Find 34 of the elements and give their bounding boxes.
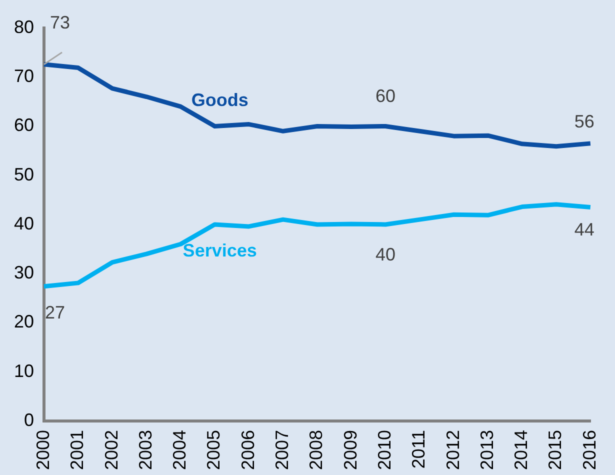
x-tick-label: 2016 [579, 430, 600, 470]
y-tick-label: 20 [14, 312, 34, 332]
x-tick-label: 2007 [272, 430, 292, 470]
y-tick-label: 10 [14, 360, 34, 381]
data-label: 60 [375, 86, 396, 106]
data-label: 56 [574, 111, 594, 132]
y-tick-label: 60 [14, 115, 34, 136]
x-tick-label: 2012 [442, 430, 463, 470]
x-tick-label: 2014 [511, 430, 532, 470]
x-tick-label: 2005 [204, 430, 224, 470]
y-tick-label: 40 [14, 213, 34, 234]
data-label: 40 [375, 244, 396, 264]
data-label: 44 [574, 219, 594, 240]
x-tick-label: 2006 [238, 430, 258, 470]
data-label: 27 [45, 302, 66, 322]
x-tick-label: 2009 [340, 430, 360, 470]
y-tick-label: 0 [24, 410, 34, 430]
y-tick-label: 30 [14, 262, 34, 283]
x-tick-label: 2008 [306, 430, 326, 470]
y-tick-label: 50 [14, 164, 34, 184]
x-tick-label: 2010 [374, 430, 394, 470]
series-label: Goods [191, 90, 248, 110]
x-tick-label: 2000 [32, 430, 53, 470]
x-tick-label: 2002 [101, 430, 122, 470]
x-tick-label: 2004 [170, 430, 190, 470]
x-tick-label: 2011 [408, 430, 429, 469]
x-tick-label: 2013 [476, 430, 497, 470]
y-tick-label: 70 [14, 66, 34, 86]
data-label: 73 [50, 12, 70, 32]
x-tick-label: 2003 [135, 430, 156, 470]
y-tick-label: 80 [14, 16, 34, 37]
x-tick-label: 2001 [67, 430, 88, 470]
series-label: Services [182, 240, 257, 260]
x-tick-label: 2015 [545, 430, 566, 470]
